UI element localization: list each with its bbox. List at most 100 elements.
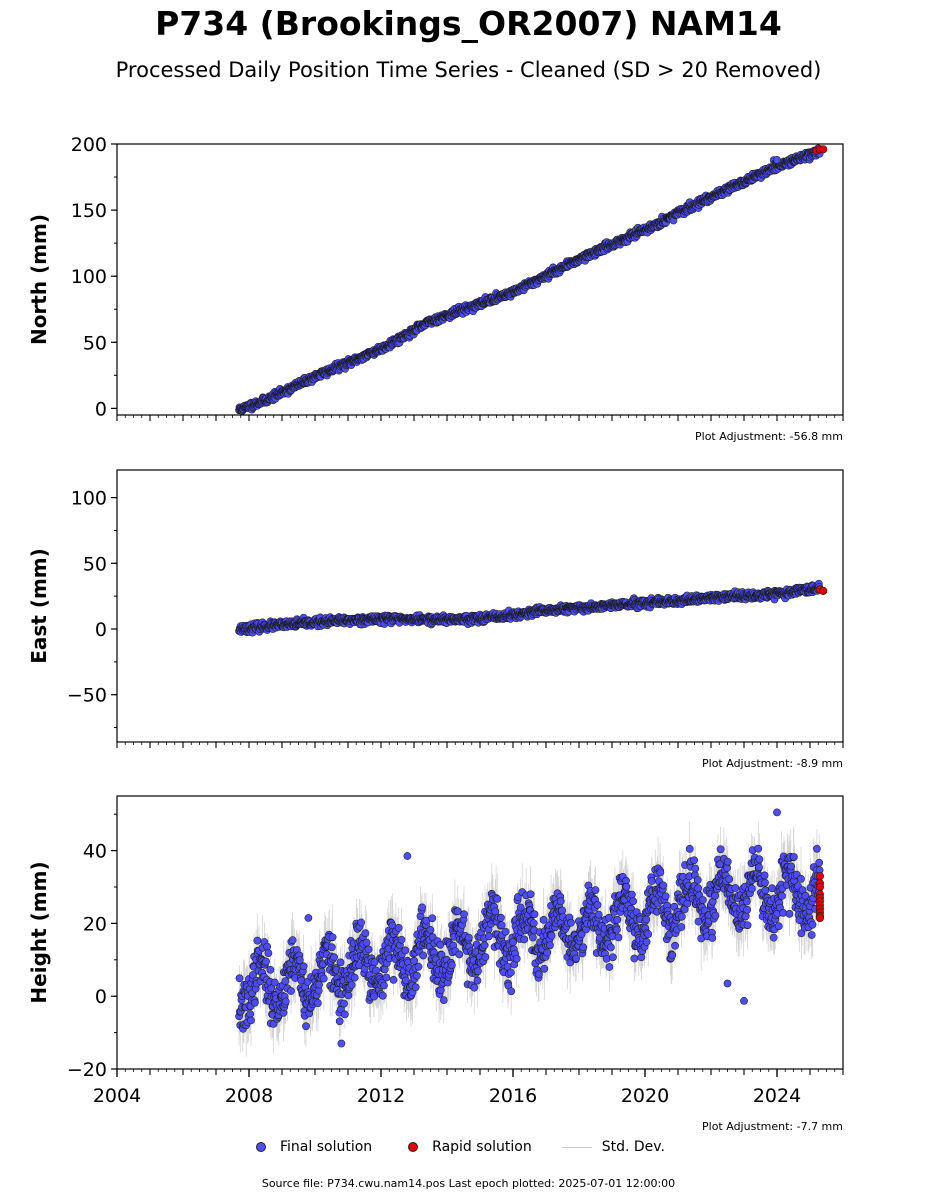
data-point <box>287 987 295 995</box>
data-point <box>797 929 806 938</box>
data-point <box>411 983 420 992</box>
plot-adjustment-label: Plot Adjustment: -56.8 mm <box>695 430 843 443</box>
panel-frame <box>116 469 844 743</box>
data-point <box>629 897 637 906</box>
legend-final-marker <box>256 1142 266 1152</box>
data-point <box>302 1022 310 1031</box>
data-point <box>797 875 805 883</box>
data-point <box>335 1017 344 1026</box>
data-point <box>413 971 421 980</box>
data-point <box>787 862 795 871</box>
data-point-outlier <box>740 997 748 1005</box>
x-tick-label: 2012 <box>357 1085 405 1107</box>
data-point <box>520 935 529 944</box>
data-point <box>642 938 651 946</box>
data-point <box>526 890 535 899</box>
series-final-north <box>235 144 828 415</box>
data-point <box>263 942 272 951</box>
data-point <box>355 961 363 970</box>
data-point <box>497 921 506 929</box>
legend-rapid-label: Rapid solution <box>432 1139 532 1155</box>
data-point <box>693 876 702 884</box>
data-point <box>535 970 543 979</box>
y-tick-label: 0 <box>95 986 107 1008</box>
data-point <box>418 903 426 912</box>
chart-subtitle: Processed Daily Position Time Series - C… <box>115 58 822 82</box>
data-point <box>694 884 702 893</box>
data-point <box>711 891 719 900</box>
data-point <box>497 913 505 922</box>
data-point <box>470 983 479 992</box>
rapid-point <box>815 913 824 923</box>
data-point <box>614 933 623 942</box>
data-point <box>628 890 636 899</box>
data-point <box>491 907 500 916</box>
data-point <box>251 998 259 1007</box>
data-point <box>380 981 388 990</box>
data-point <box>731 884 740 892</box>
legend-std-line <box>561 1146 592 1148</box>
data-point <box>671 941 679 950</box>
y-tick-label: −20 <box>67 1059 107 1081</box>
source-footer: Source file: P734.cwu.nam14.pos Last epo… <box>261 1177 676 1190</box>
panel-east: −50 0 50 100 East (mm) Plot Adjustment: -8.9 … <box>27 469 844 770</box>
data-point <box>540 964 549 973</box>
data-point <box>364 945 373 954</box>
data-point <box>270 978 279 987</box>
x-tick-label: 2016 <box>489 1085 537 1107</box>
data-point <box>382 973 391 982</box>
data-point <box>708 934 717 942</box>
data-point <box>661 892 670 901</box>
data-point <box>330 953 338 962</box>
data-point <box>543 948 552 957</box>
x-tick-label: 2004 <box>93 1085 141 1107</box>
y-axis-label: Height (mm) <box>27 861 51 1003</box>
data-point <box>370 958 379 967</box>
data-point <box>572 954 580 963</box>
data-point <box>755 863 763 872</box>
y-tick-label: 200 <box>71 134 107 156</box>
data-point <box>768 884 776 893</box>
data-point <box>378 991 387 1000</box>
data-point <box>677 912 686 921</box>
data-point-outlier <box>403 852 412 860</box>
legend-rapid: Rapid solution <box>402 1139 532 1155</box>
data-point <box>605 963 614 971</box>
data-point <box>474 967 482 976</box>
data-point <box>347 981 356 989</box>
data-point <box>460 910 468 919</box>
data-point <box>481 953 490 961</box>
data-point <box>426 926 435 934</box>
data-point <box>315 980 323 989</box>
y-tick-label: 100 <box>71 266 107 288</box>
data-point <box>530 910 539 919</box>
data-point <box>808 920 817 929</box>
data-point-outlier <box>337 1039 346 1048</box>
data-point <box>774 922 783 931</box>
panel-north: 0 50 100 150 200 North (mm) Plot Adjustment: -… <box>27 134 844 443</box>
y-tick-label: −50 <box>67 685 107 707</box>
data-point <box>630 954 639 963</box>
legend-final-label: Final solution <box>280 1139 373 1155</box>
data-point <box>344 991 353 1000</box>
rapid-point <box>819 586 828 595</box>
data-point <box>778 892 786 900</box>
y-tick-label: 40 <box>83 841 107 863</box>
data-point <box>743 921 752 930</box>
data-point <box>281 977 290 985</box>
series-final-east <box>235 579 828 637</box>
x-tick-label: 2020 <box>621 1085 669 1107</box>
data-point <box>677 923 686 931</box>
data-point <box>453 907 462 916</box>
data-point <box>754 844 763 853</box>
data-point <box>577 930 586 939</box>
data-point <box>609 953 617 962</box>
data-point <box>336 958 345 967</box>
x-tick-label: 2008 <box>225 1085 273 1107</box>
data-point <box>340 1010 349 1019</box>
data-point <box>656 868 665 877</box>
data-point <box>594 910 603 919</box>
data-point <box>506 968 515 977</box>
data-point <box>644 930 653 938</box>
